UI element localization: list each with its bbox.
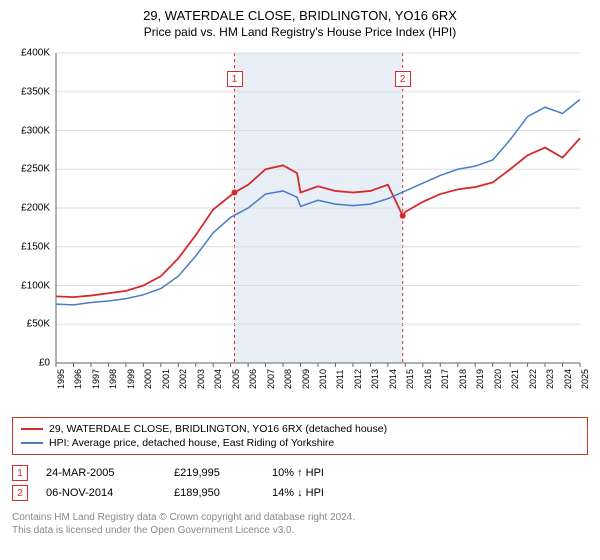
x-axis-tick: 2017 <box>440 369 450 389</box>
x-axis-tick: 2024 <box>563 369 573 389</box>
transaction-marker: 2 <box>12 485 28 501</box>
x-axis-tick: 2020 <box>493 369 503 389</box>
legend-item: 29, WATERDALE CLOSE, BRIDLINGTON, YO16 6… <box>21 422 579 436</box>
chart-subtitle: Price paid vs. HM Land Registry's House … <box>12 25 588 39</box>
legend-swatch <box>21 442 43 444</box>
x-axis-tick: 2001 <box>161 369 171 389</box>
x-axis-tick: 2003 <box>196 369 206 389</box>
transaction-row: 1 24-MAR-2005 £219,995 10% ↑ HPI <box>12 463 588 483</box>
x-axis-tick: 1999 <box>126 369 136 389</box>
x-axis-tick: 2018 <box>458 369 468 389</box>
transaction-price: £189,950 <box>174 487 254 499</box>
x-axis-tick: 2012 <box>353 369 363 389</box>
transaction-date: 06-NOV-2014 <box>46 487 156 499</box>
legend-label: 29, WATERDALE CLOSE, BRIDLINGTON, YO16 6… <box>49 423 387 435</box>
transaction-delta: 14% ↓ HPI <box>272 487 362 499</box>
transactions-table: 1 24-MAR-2005 £219,995 10% ↑ HPI 2 06-NOV-201… <box>12 463 588 503</box>
transaction-marker: 1 <box>12 465 28 481</box>
legend-swatch <box>21 428 43 430</box>
x-axis-tick: 2002 <box>178 369 188 389</box>
x-axis-tick: 2016 <box>423 369 433 389</box>
chart-marker-2: 2 <box>395 71 411 87</box>
x-axis-tick: 2000 <box>143 369 153 389</box>
y-axis-tick: £100K <box>12 280 50 291</box>
y-axis-tick: £150K <box>12 241 50 252</box>
chart-area: £0 £50K £100K £150K £200K £250K £300K £350K £400… <box>12 47 588 407</box>
x-axis-tick: 2023 <box>545 369 555 389</box>
x-axis-tick: 2004 <box>213 369 223 389</box>
y-axis-tick: £350K <box>12 86 50 97</box>
x-axis-tick: 2005 <box>231 369 241 389</box>
legend-box: 29, WATERDALE CLOSE, BRIDLINGTON, YO16 6… <box>12 417 588 455</box>
legend-label: HPI: Average price, detached house, East… <box>49 437 334 449</box>
y-axis-tick: £300K <box>12 125 50 136</box>
x-axis-tick: 2021 <box>510 369 520 389</box>
chart-title: 29, WATERDALE CLOSE, BRIDLINGTON, YO16 6… <box>12 8 588 23</box>
transaction-price: £219,995 <box>174 467 254 479</box>
transaction-delta: 10% ↑ HPI <box>272 467 362 479</box>
transaction-row: 2 06-NOV-2014 £189,950 14% ↓ HPI <box>12 483 588 503</box>
x-axis-tick: 2006 <box>248 369 258 389</box>
y-axis-tick: £200K <box>12 203 50 214</box>
x-axis-tick: 2013 <box>370 369 380 389</box>
x-axis-tick: 2015 <box>405 369 415 389</box>
y-axis-tick: £250K <box>12 164 50 175</box>
x-axis-tick: 2014 <box>388 369 398 389</box>
y-axis-tick: £50K <box>12 319 50 330</box>
footer-line-2: This data is licensed under the Open Gov… <box>12 524 588 537</box>
x-axis-tick: 2025 <box>580 369 590 389</box>
x-axis-tick: 2019 <box>475 369 485 389</box>
x-axis-tick: 2011 <box>335 370 345 389</box>
footer-attribution: Contains HM Land Registry data © Crown c… <box>12 511 588 537</box>
transaction-date: 24-MAR-2005 <box>46 467 156 479</box>
x-axis-tick: 1996 <box>73 369 83 389</box>
legend-item: HPI: Average price, detached house, East… <box>21 436 579 450</box>
y-axis-tick: £400K <box>12 48 50 59</box>
x-axis-tick: 2010 <box>318 369 328 389</box>
x-axis-tick: 2022 <box>528 369 538 389</box>
y-axis-tick: £0 <box>12 358 50 369</box>
x-axis-tick: 2008 <box>283 369 293 389</box>
x-axis-tick: 2009 <box>301 369 311 389</box>
x-axis-tick: 1998 <box>108 369 118 389</box>
x-axis-tick: 1995 <box>56 369 66 389</box>
x-axis-tick: 2007 <box>266 369 276 389</box>
chart-marker-1: 1 <box>227 71 243 87</box>
footer-line-1: Contains HM Land Registry data © Crown c… <box>12 511 588 524</box>
x-axis-tick: 1997 <box>91 369 101 389</box>
line-chart-svg <box>12 47 588 407</box>
